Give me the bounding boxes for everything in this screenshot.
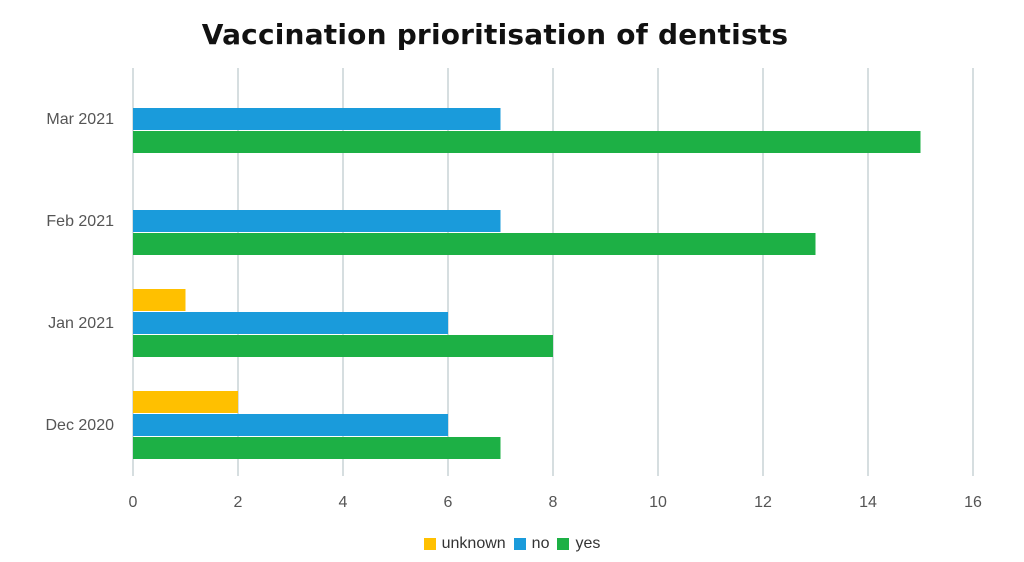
- bars: [133, 108, 921, 459]
- bar-yes: [133, 335, 553, 357]
- legend: unknown no yes: [0, 535, 1024, 553]
- x-tick-label: 14: [859, 494, 877, 511]
- x-tick-label: 16: [964, 494, 982, 511]
- x-tick-label: 12: [754, 494, 772, 511]
- legend-item-no: no: [513, 535, 550, 553]
- x-tick-label: 10: [649, 494, 667, 511]
- bar-unknown: [133, 391, 238, 413]
- bar-chart: Mar 2021 Feb 2021 Jan 2021 Dec 2020 0 2 4 6 8 10…: [46, 68, 982, 511]
- legend-item-yes: yes: [557, 535, 600, 553]
- legend-swatch: [423, 538, 436, 550]
- bar-no: [133, 312, 448, 334]
- legend-swatch: [557, 538, 570, 550]
- category-label: Feb 2021: [46, 213, 114, 230]
- bar-yes: [133, 233, 816, 255]
- bar-yes: [133, 437, 501, 459]
- bar-unknown: [133, 289, 186, 311]
- x-tick-label: 8: [549, 494, 558, 511]
- category-label: Dec 2020: [46, 417, 115, 434]
- category-label: Mar 2021: [46, 111, 114, 128]
- bar-no: [133, 414, 448, 436]
- chart-title: Vaccination prioritisation of dentists: [201, 18, 789, 51]
- legend-label: yes: [575, 535, 601, 552]
- x-tick-label: 6: [444, 494, 453, 511]
- category-labels: Mar 2021 Feb 2021 Jan 2021 Dec 2020: [46, 111, 115, 434]
- x-tick-label: 0: [129, 494, 138, 511]
- legend-item-unknown: unknown: [423, 535, 506, 553]
- legend-label: unknown: [441, 535, 506, 552]
- x-tick-label: 4: [339, 494, 348, 511]
- legend-label: no: [531, 535, 550, 552]
- bar-no: [133, 108, 501, 130]
- x-tick-labels: 0 2 4 6 8 10 12 14 16: [129, 494, 982, 511]
- bar-yes: [133, 131, 921, 153]
- category-label: Jan 2021: [48, 315, 114, 332]
- bar-no: [133, 210, 501, 232]
- x-tick-label: 2: [234, 494, 243, 511]
- legend-swatch: [513, 538, 526, 550]
